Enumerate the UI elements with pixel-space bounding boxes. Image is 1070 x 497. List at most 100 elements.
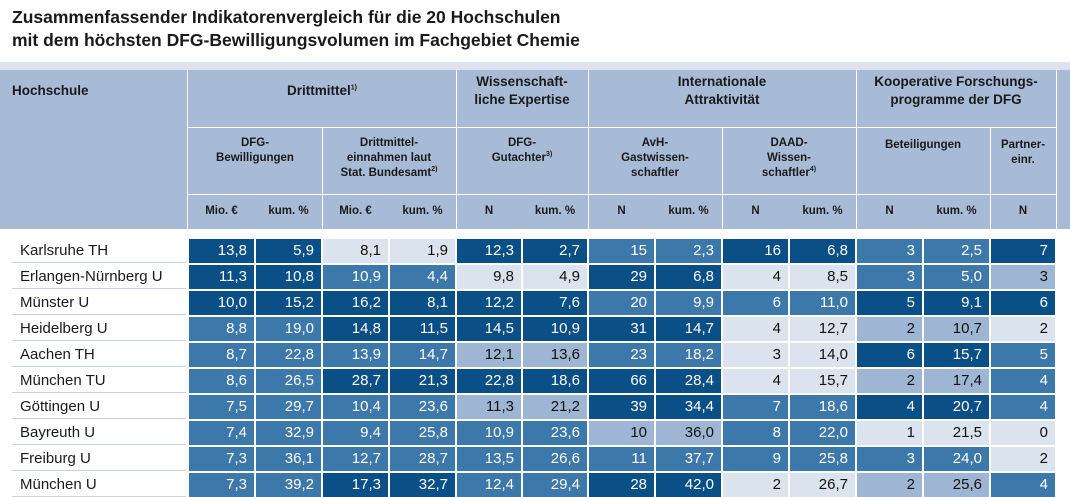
table-cell: 11,3 [457,395,521,419]
table-cell: 9,4 [323,421,388,445]
table-cell: 12,7 [323,447,388,471]
table-row: Heidelberg U 8,8 19,0 14,8 11,5 14,5 10,9 31 14,… [12,317,1056,341]
table-title: Zusammenfassender Indikatorenvergleich f… [0,0,1070,62]
table-cell: 18,6 [790,395,855,419]
table-cell: 13,5 [457,447,521,471]
table-cell: 15,7 [790,369,855,393]
table-cell: 37,7 [656,447,721,471]
table-cell: 26,7 [790,473,855,497]
table-cell: 4 [723,317,788,341]
table-cell: 32,7 [390,473,455,497]
table-cell: 22,8 [457,369,521,393]
table-cell: 18,2 [656,343,721,367]
table-cell: 3 [991,265,1055,289]
header-divider [1056,70,1057,229]
subheader-drittmitteleinnahmen: Drittmittel- einnahmen laut Stat. Bundes… [340,137,438,179]
table-cell: 22,0 [790,421,855,445]
university-name: München TU [12,369,186,393]
table-cell: 2 [991,317,1055,341]
table-row: Aachen TH 8,7 22,8 13,9 14,7 12,1 13,6 23 18,2 3 1… [12,343,1056,367]
table-row: Karlsruhe TH 13,8 5,9 8,1 1,9 12,3 2,7 15 2,3 16 6… [12,239,1056,263]
table-cell: 2,3 [656,239,721,263]
table-cell: 6 [723,291,788,315]
subheader-dfg-bewilligungen: DFG- Bewilligungen [216,137,294,164]
table-cell: 13,6 [523,343,587,367]
subheader-daad: DAAD- Wissen- schaftler4) [761,137,817,179]
table-cell: 25,6 [924,473,989,497]
table-cell: 21,3 [390,369,455,393]
header-group-international: Internationale Attraktivität [677,74,767,107]
table-body: Karlsruhe TH 13,8 5,9 8,1 1,9 12,3 2,7 15 2,3 16 6… [0,229,1070,497]
table-cell: 4 [991,369,1055,393]
header-divider [187,70,188,229]
table-cell: 15,2 [256,291,321,315]
header-divider [188,194,1056,195]
table-cell: 11,5 [390,317,455,341]
table-cell: 1,9 [390,239,455,263]
subheader-dfg-gutachter: DFG- Gutachter3) [491,137,553,164]
table-cell: 10,7 [924,317,989,341]
table-cell: 2 [857,369,922,393]
unit-label: N [484,205,494,217]
table-cell: 29 [589,265,654,289]
table-cell: 10,9 [323,265,388,289]
table-cell: 0 [991,421,1055,445]
university-name: Karlsruhe TH [12,239,186,263]
table-cell: 5,9 [256,239,321,263]
table-cell: 23 [589,343,654,367]
table-cell: 8,1 [390,291,455,315]
table-cell: 3 [857,239,922,263]
table-cell: 8,6 [189,369,254,393]
table-cell: 10,4 [323,395,388,419]
table-cell: 6,8 [790,239,855,263]
header-group-drittmittel: Drittmittel1) [287,83,357,98]
table-cell: 28,7 [323,369,388,393]
table-cell: 4,9 [523,265,587,289]
table-cell: 3 [723,343,788,367]
table-cell: 11,3 [189,265,254,289]
table-cell: 1 [857,421,922,445]
table-row: Freiburg U 7,3 36,1 12,7 28,7 13,5 26,6 11 37,7 9… [12,447,1056,471]
table-cell: 8,5 [790,265,855,289]
table-cell: 6 [857,343,922,367]
table-cell: 4 [723,369,788,393]
table-cell: 15 [589,239,654,263]
table-cell: 7 [991,239,1055,263]
university-name: Münster U [12,291,186,315]
table-cell: 4 [857,395,922,419]
subheader-beteiligungen: Beteiligungen [884,139,962,151]
table-cell: 5 [991,343,1055,367]
unit-label: N [751,205,760,217]
header-divider [856,70,857,229]
table-cell: 39,2 [256,473,321,497]
header-divider [588,70,589,229]
university-name: Aachen TH [12,343,186,367]
table-cell: 29,7 [256,395,321,419]
table-cell: 3 [857,265,922,289]
header-divider [188,127,1056,128]
table-row: Göttingen U 7,5 29,7 10,4 23,6 11,3 21,2 39 34,4… [12,395,1056,419]
table-cell: 2 [723,473,788,497]
table-cell: 8,1 [323,239,388,263]
table-cell: 15,7 [924,343,989,367]
table-cell: 12,7 [790,317,855,341]
table-cell: 6 [991,291,1055,315]
table-cell: 7 [723,395,788,419]
table-cell: 13,8 [189,239,254,263]
table-cell: 7,4 [189,421,254,445]
unit-label: N [617,205,626,217]
table-cell: 17,3 [323,473,388,497]
subheader-avh: AvH- Gastwissen- schaftler [621,137,689,179]
table-cell: 3 [857,447,922,471]
table-cell: 12,4 [457,473,521,497]
unit-label: kum. % [936,205,977,217]
table-cell: 16,2 [323,291,388,315]
university-name: Bayreuth U [12,421,186,445]
header-hochschule: Hochschule [12,83,89,98]
table-cell: 28,4 [656,369,721,393]
unit-label: kum. % [268,205,309,217]
table-cell: 26,6 [523,447,587,471]
header-band [0,62,1070,70]
table-cell: 34,4 [656,395,721,419]
university-name: Göttingen U [12,395,186,419]
